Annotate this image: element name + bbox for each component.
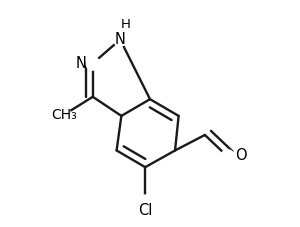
Text: CH₃: CH₃ — [51, 108, 77, 122]
Circle shape — [86, 57, 99, 70]
Text: N: N — [115, 32, 126, 47]
Circle shape — [221, 150, 234, 163]
Circle shape — [139, 195, 152, 208]
Text: H: H — [121, 18, 131, 31]
Text: N: N — [76, 56, 87, 71]
Text: O: O — [235, 148, 246, 163]
Circle shape — [57, 108, 71, 121]
Circle shape — [113, 33, 127, 46]
Text: Cl: Cl — [138, 203, 152, 218]
